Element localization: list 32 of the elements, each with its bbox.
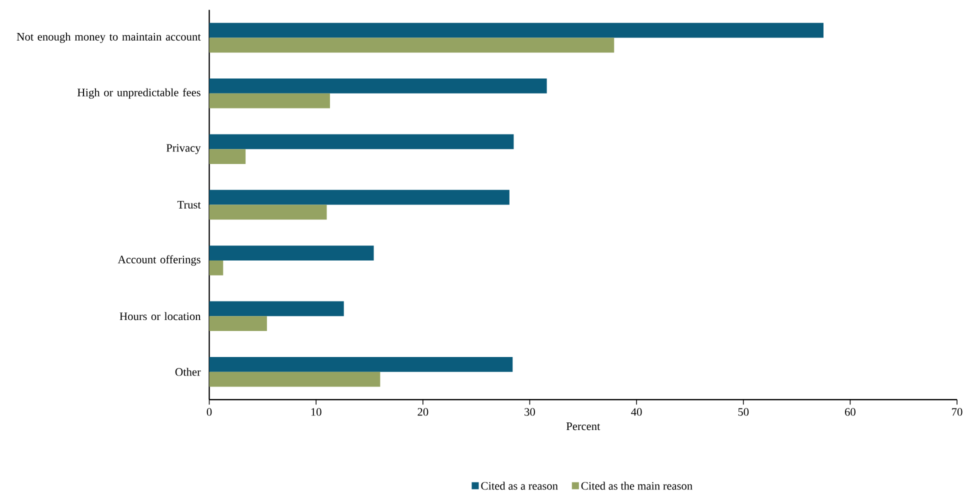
bar	[209, 356, 513, 372]
bar	[209, 260, 224, 276]
legend-label: Cited as the main reason	[581, 482, 692, 490]
x-tick-label: 70	[952, 408, 962, 416]
x-tick-label: 60	[844, 408, 856, 416]
y-tick-label: Hours or location	[120, 312, 201, 320]
y-tick-label: Not enough money to maintain account	[16, 32, 201, 43]
legend-label: Cited as a reason	[481, 482, 558, 490]
x-tick-label: 50	[738, 408, 749, 416]
y-tick-label: Privacy	[166, 144, 201, 154]
x-tick-label: 40	[631, 408, 642, 416]
bar	[209, 134, 514, 150]
bar	[209, 22, 824, 38]
bar	[209, 372, 380, 387]
bar	[209, 149, 246, 164]
y-tick-label: Trust	[177, 200, 201, 209]
x-tick-label: 0	[206, 408, 212, 416]
bar	[209, 38, 614, 53]
x-axis-title: Percent	[566, 422, 600, 430]
bar	[209, 78, 547, 94]
x-tick-label: 20	[418, 408, 428, 416]
bar	[209, 246, 374, 260]
bar	[209, 204, 327, 220]
bar	[209, 190, 510, 205]
y-tick-label: High or unpredictable fees	[77, 88, 200, 99]
bar	[209, 316, 267, 331]
x-tick-label: 10	[311, 408, 322, 416]
bar	[209, 301, 344, 316]
y-tick-label: Account offerings	[118, 255, 200, 266]
bar	[209, 93, 330, 108]
x-tick-label: 30	[524, 408, 535, 416]
y-tick-label: Other	[175, 368, 201, 376]
